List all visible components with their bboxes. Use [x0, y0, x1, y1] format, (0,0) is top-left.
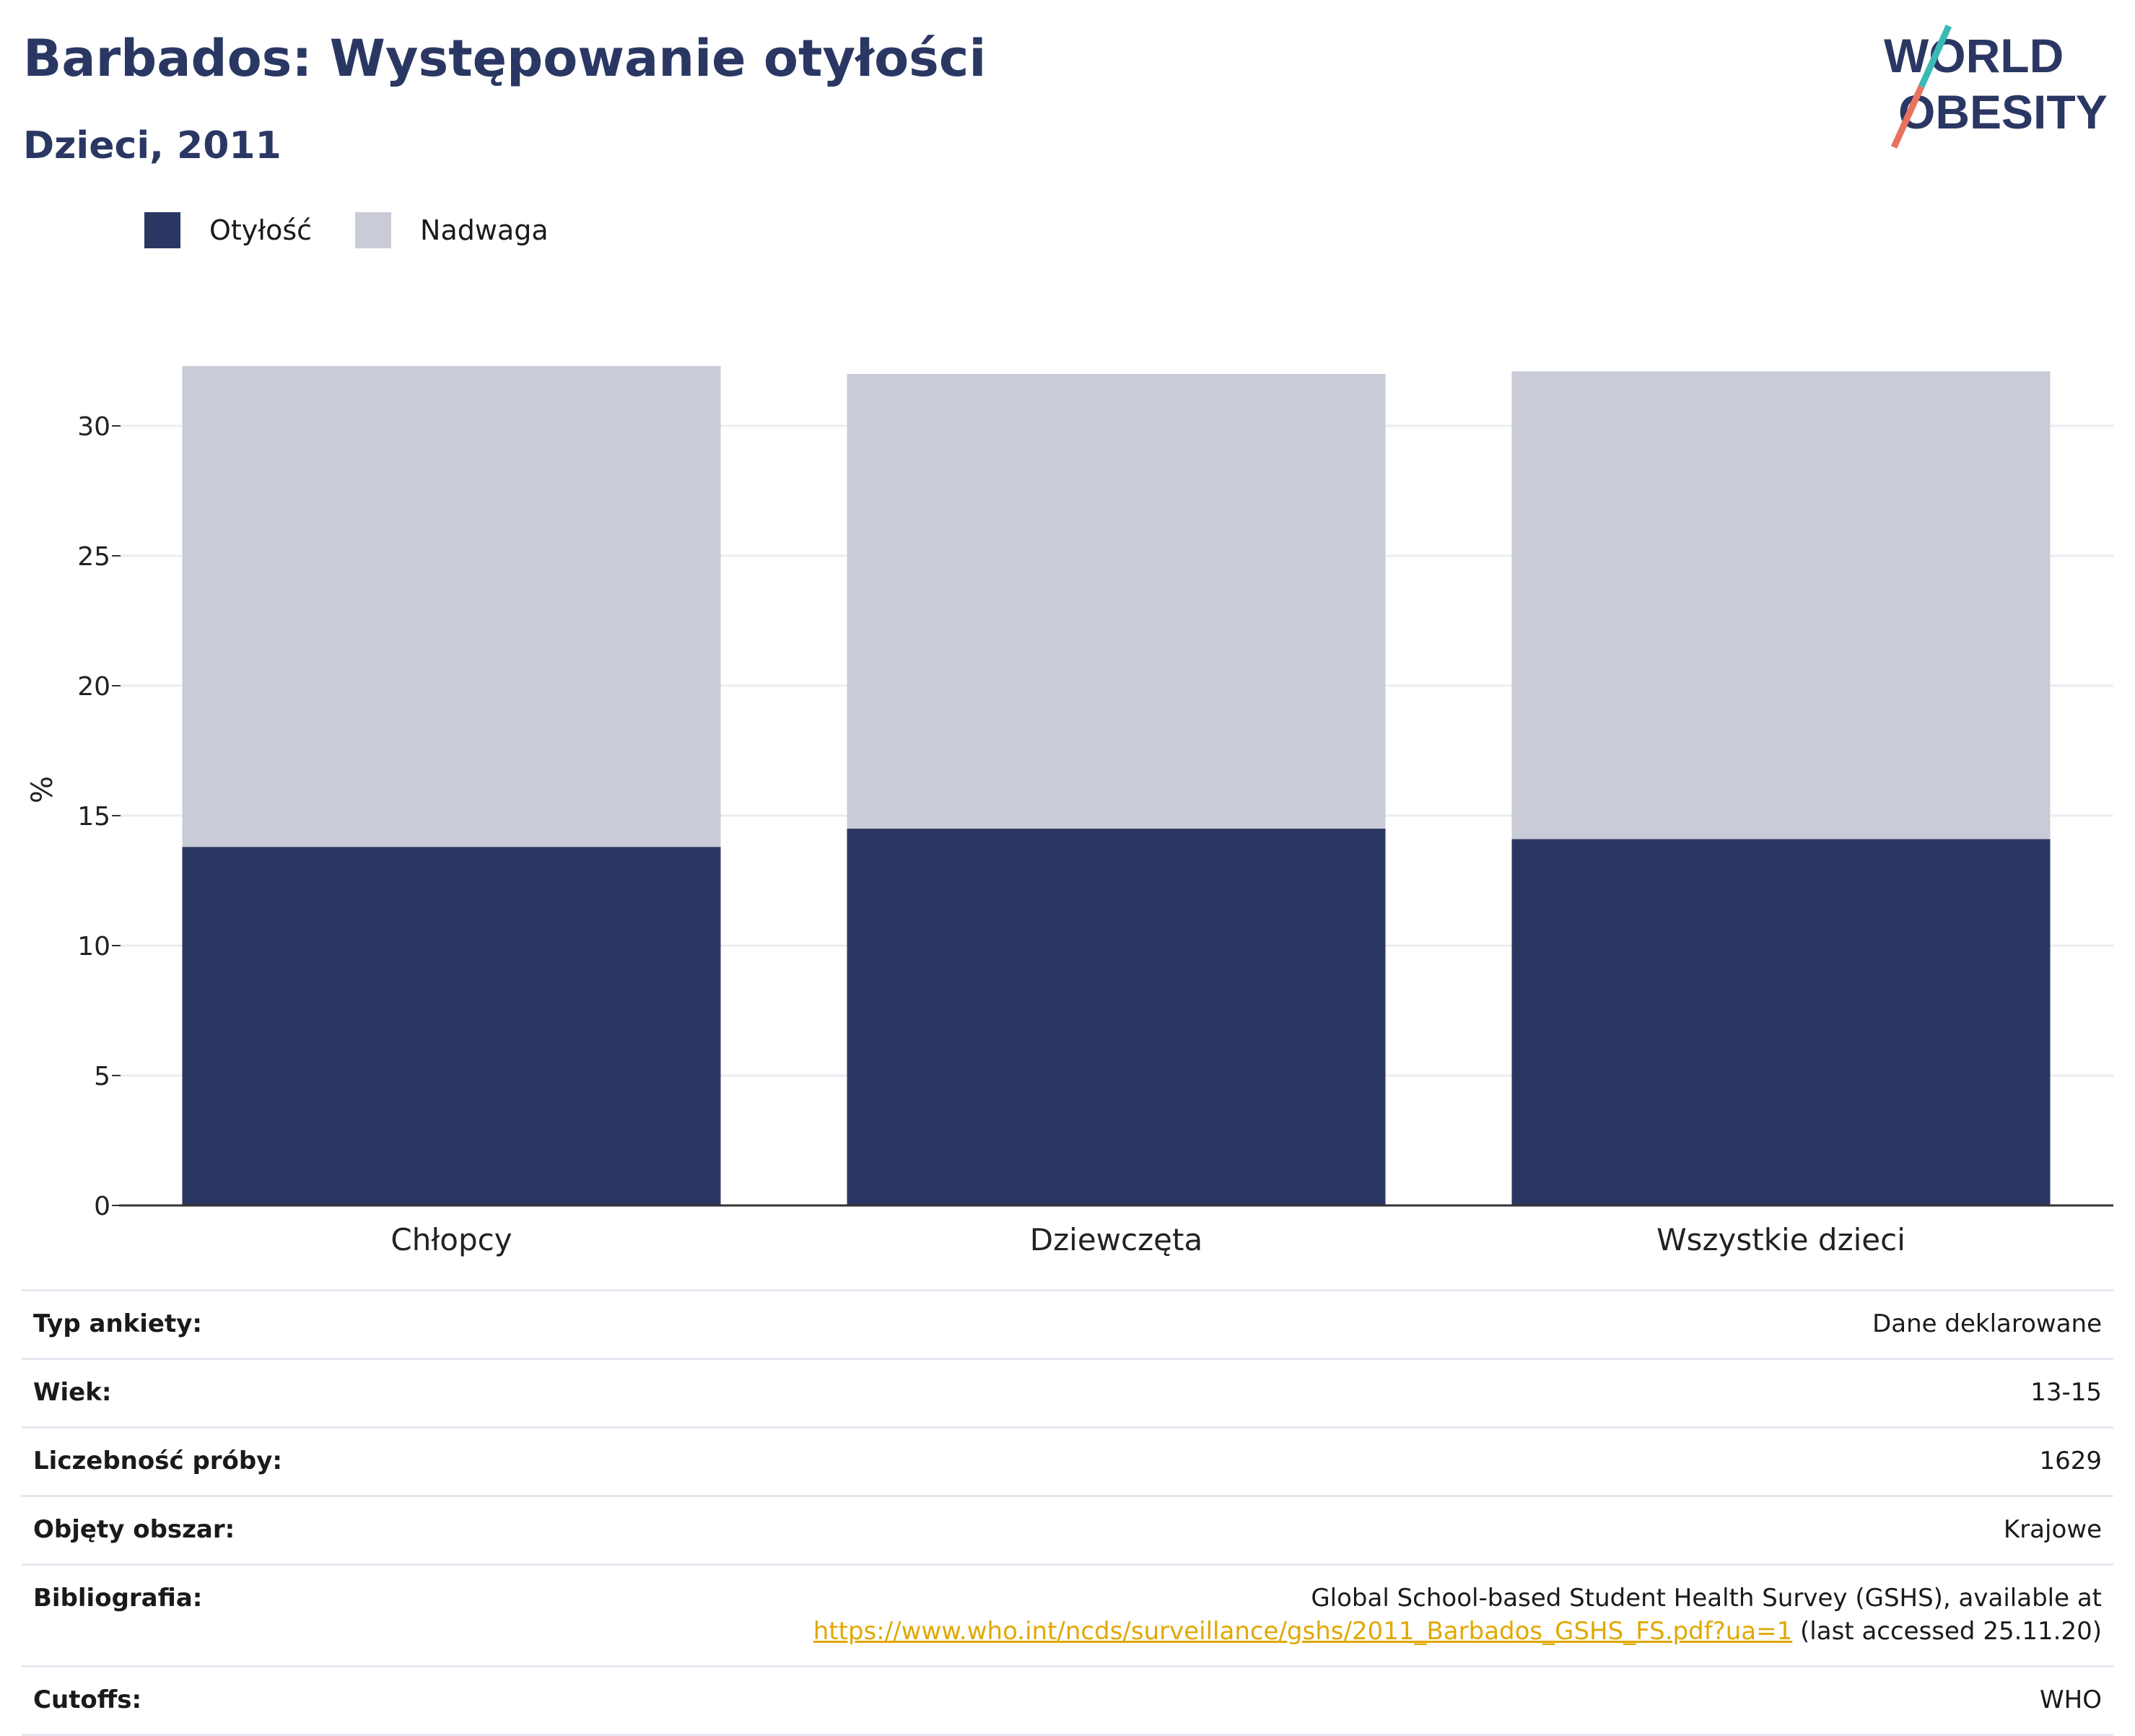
- y-tick-label: 0: [94, 1192, 110, 1221]
- info-row-bibliography: Bibliografia: Global School-based Studen…: [22, 1563, 2113, 1665]
- x-tick-label: Wszystkie dzieci: [1656, 1222, 1905, 1257]
- bar-obesity: [1511, 839, 2051, 1205]
- info-row-cutoffs: Cutoffs: WHO: [22, 1665, 2113, 1736]
- bibliography-link[interactable]: https://www.who.int/ncds/surveillance/gs…: [813, 1617, 1793, 1646]
- y-tick-label: 20: [77, 672, 110, 702]
- bar-overweight: [182, 366, 721, 847]
- legend-label-overweight: Nadwaga: [420, 214, 549, 246]
- info-row-area: Objęty obszar: Krajowe: [22, 1495, 2113, 1563]
- info-label: Bibliografia:: [33, 1584, 203, 1613]
- bar-obesity: [182, 847, 721, 1205]
- chart-subtitle: Dzieci, 2011: [23, 124, 281, 167]
- logo-slash-coral: [1890, 85, 1925, 149]
- info-label: Typ ankiety:: [33, 1309, 202, 1338]
- info-label: Objęty obszar:: [33, 1515, 235, 1544]
- world-obesity-logo: WORLD OBESITY: [1884, 25, 2108, 149]
- info-value: WHO: [2040, 1685, 2102, 1714]
- legend-label-obesity: Otyłość: [209, 214, 313, 246]
- y-tick-label: 25: [77, 542, 110, 572]
- bar-overweight: [847, 374, 1386, 829]
- legend-swatch-obesity: [144, 212, 180, 248]
- bar-obesity: [847, 829, 1386, 1205]
- y-tick-label: 10: [77, 932, 110, 961]
- chart-title: Barbados: Występowanie otyłości: [23, 29, 987, 88]
- info-value: Global School-based Student Health Surve…: [813, 1582, 2102, 1648]
- info-label: Cutoffs:: [33, 1685, 142, 1714]
- logo-word-2: OBESITY: [1898, 85, 2108, 139]
- info-row-age: Wiek: 13-15: [22, 1358, 2113, 1426]
- info-value: 1629: [2039, 1447, 2102, 1475]
- info-table: Typ ankiety: Dane deklarowane Wiek: 13-1…: [22, 1289, 2113, 1736]
- info-value: Krajowe: [2003, 1515, 2102, 1544]
- legend: Otyłość Nadwaga: [144, 212, 585, 248]
- info-label: Liczebność próby:: [33, 1447, 283, 1475]
- logo-word-1: WORLD: [1884, 29, 2064, 82]
- info-label: Wiek:: [33, 1378, 112, 1407]
- logo-slash-teal: [1918, 25, 1952, 88]
- y-axis-label: %: [26, 776, 59, 803]
- legend-swatch-overweight: [355, 212, 392, 248]
- bar-overweight: [1511, 371, 2051, 839]
- y-tick-label: 30: [77, 412, 110, 442]
- x-tick-label: Chłopcy: [390, 1222, 512, 1257]
- y-tick-label: 15: [77, 802, 110, 832]
- info-row-sample-size: Liczebność próby: 1629: [22, 1426, 2113, 1495]
- y-tick-label: 5: [94, 1062, 110, 1091]
- legend-item-obesity[interactable]: Otyłość: [144, 212, 312, 248]
- bibliography-text: Global School-based Student Health Surve…: [1311, 1584, 2102, 1613]
- bar-chart: 0 5 10 15 20 25 30% Chłopcy Dziewczęta Wszystkie …: [26, 366, 2113, 1257]
- info-value: Dane deklarowane: [1872, 1309, 2102, 1338]
- info-value: 13-15: [2030, 1378, 2102, 1407]
- legend-item-overweight[interactable]: Nadwaga: [355, 212, 549, 248]
- x-tick-label: Dziewczęta: [1030, 1222, 1202, 1257]
- info-row-survey-type: Typ ankiety: Dane deklarowane: [22, 1289, 2113, 1358]
- bibliography-suffix: (last accessed 25.11.20): [1792, 1617, 2102, 1646]
